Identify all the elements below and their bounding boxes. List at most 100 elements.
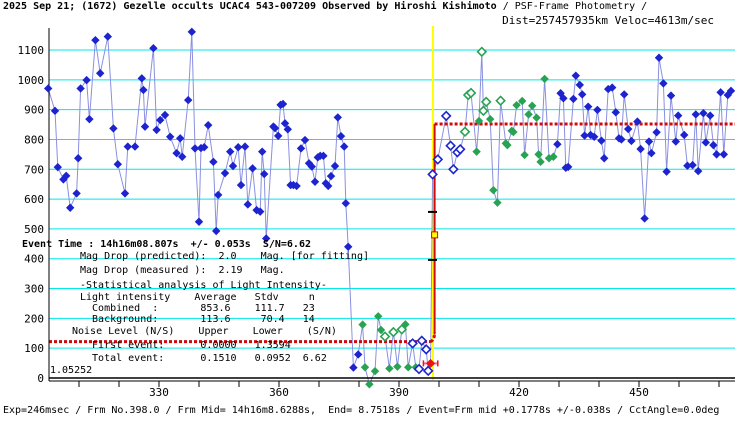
data-point [674, 111, 683, 120]
data-point [495, 95, 506, 107]
data-point [137, 74, 146, 83]
data-point [236, 180, 246, 190]
event-marker [422, 358, 439, 368]
data-point [160, 110, 170, 120]
data-point [709, 140, 718, 150]
data-point [333, 113, 342, 122]
data-point [688, 160, 697, 170]
data-point [556, 89, 565, 98]
data-point [344, 242, 353, 252]
data-point [262, 234, 271, 243]
data-point [532, 113, 541, 122]
data-point [393, 362, 402, 371]
data-point [103, 32, 112, 41]
data-point [636, 144, 645, 154]
data-point [336, 131, 346, 141]
data-point [652, 128, 661, 137]
data-point [260, 169, 269, 179]
data-point [571, 71, 580, 80]
x-axis-label: 330 [149, 386, 169, 399]
event-point [426, 358, 436, 368]
data-point [662, 167, 671, 176]
title-observation: 2025 Sep 21; (1672) Gezelle occults UCAC… [3, 1, 503, 12]
data-point [716, 88, 725, 97]
data-point [683, 161, 692, 170]
data-point [474, 116, 484, 126]
data-point [549, 152, 558, 161]
data-point [518, 96, 527, 106]
data-point [486, 114, 495, 124]
title-method: / PSF-Frame Photometry / [502, 1, 648, 12]
data-point [478, 105, 489, 117]
data-point [292, 181, 301, 191]
data-point [340, 142, 349, 151]
data-point [349, 363, 358, 372]
data-point [597, 136, 606, 145]
y-axis-label: 500 [24, 223, 44, 236]
y-axis-label: 400 [24, 253, 44, 266]
page-title: 2025 Sep 21; (1672) Gezelle occults UCAC… [3, 1, 647, 12]
data-point [172, 148, 181, 158]
data-point [726, 86, 736, 96]
data-point [509, 127, 518, 137]
data-point [454, 143, 466, 155]
y-axis-label: 100 [24, 342, 44, 355]
data-point [590, 132, 599, 141]
data-point [44, 84, 53, 93]
data-point [370, 366, 380, 376]
data-point [432, 154, 444, 165]
event-time-line: Event Time : 14h16m08.807s +/- 0.053s S/… [22, 239, 311, 250]
data-point [283, 125, 292, 134]
data-point [553, 140, 562, 149]
data-point [226, 147, 235, 156]
y-axis-label: 200 [24, 312, 44, 325]
data-point [448, 163, 459, 175]
data-point [187, 27, 196, 37]
data-point [659, 79, 668, 88]
data-point [401, 320, 410, 329]
data-point [176, 134, 185, 143]
data-point [564, 162, 573, 172]
data-point [701, 138, 710, 147]
data-point [427, 169, 438, 180]
data-point [354, 350, 363, 359]
data-point [365, 380, 374, 389]
mag-drop-predicted-line: Mag Drop (predicted): 2.0 Mag. [for fitt… [80, 251, 369, 262]
data-point [62, 171, 71, 181]
data-point [404, 363, 413, 372]
data-point [274, 131, 283, 141]
stats-background-line: Background: 113.6 70.4 14 [80, 314, 315, 325]
y-axis-label: 1000 [18, 74, 45, 87]
data-point [465, 87, 477, 99]
mag-drop-measured-line: Mag Drop (measured ): 2.19 Mag. [80, 265, 285, 276]
data-point [66, 203, 75, 212]
x-axis-label: 360 [269, 386, 289, 399]
data-point [445, 140, 456, 152]
first-event-line: First event: 0.0000 1.3594 [80, 340, 291, 351]
data-point [113, 160, 122, 169]
data-point [524, 110, 533, 119]
data-point [699, 109, 708, 118]
data-point [358, 320, 367, 329]
data-point [85, 114, 94, 124]
y-axis-label: 700 [24, 163, 44, 176]
data-point [633, 117, 642, 126]
y-axis-label: 800 [24, 133, 44, 146]
data-point [200, 143, 209, 152]
data-point [96, 69, 105, 78]
data-point [559, 94, 568, 103]
data-point [512, 100, 521, 110]
x-axis-label: 420 [509, 386, 529, 399]
data-point [76, 84, 85, 93]
data-point [627, 136, 636, 146]
data-point [407, 338, 418, 349]
data-point [584, 102, 593, 111]
data-point [243, 200, 252, 209]
data-point [459, 126, 471, 138]
data-point [310, 177, 320, 186]
data-point [691, 110, 700, 119]
data-point [712, 150, 721, 159]
data-point [204, 120, 213, 130]
data-point [440, 110, 452, 122]
